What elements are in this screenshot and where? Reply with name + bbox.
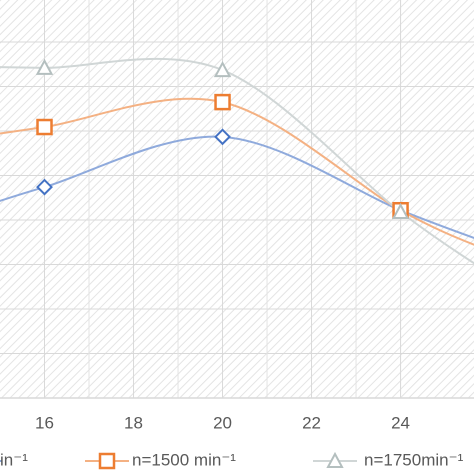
marker (36, 178, 53, 196)
x-tick-label: 24 (391, 413, 410, 432)
marker (35, 58, 54, 75)
legend-marker (326, 451, 344, 468)
axis-labels: 16 18 20 22 24 (35, 413, 410, 432)
legend: in⁻¹ n=1500 min⁻¹ n=1750min⁻¹ (0, 450, 464, 469)
marker (213, 60, 232, 78)
legend-label: n=1750min⁻¹ (364, 450, 464, 469)
marker (214, 93, 231, 111)
x-tick-label: 16 (35, 413, 54, 432)
x-tick-label: 18 (124, 413, 143, 432)
marker (214, 128, 231, 146)
plot-background (0, 0, 474, 398)
legend-label: n=1500 min⁻¹ (132, 450, 236, 469)
legend-marker (98, 452, 116, 470)
x-tick-label: 22 (302, 413, 321, 432)
legend-label: in⁻¹ (0, 450, 28, 469)
marker (391, 202, 410, 220)
marker (36, 118, 53, 136)
plot-area (0, 57, 474, 265)
x-tick-label: 20 (213, 413, 232, 432)
